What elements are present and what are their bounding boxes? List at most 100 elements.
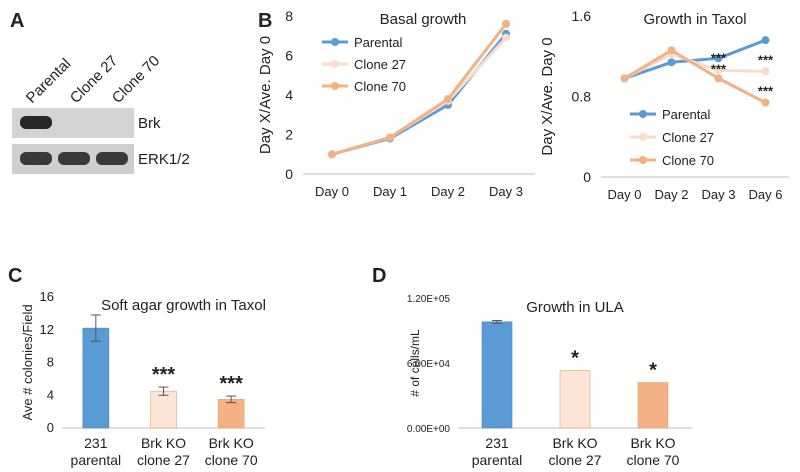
panel-label-a: A — [10, 10, 24, 32]
y-tick-label: 6 — [285, 48, 293, 64]
y-tick-label: 16 — [40, 289, 54, 304]
significance-marker: *** — [219, 373, 243, 395]
x-tick-label: 231 — [485, 435, 509, 451]
data-point — [714, 66, 723, 75]
significance-annotation: *** — [711, 50, 727, 65]
blot-band — [58, 152, 90, 165]
x-tick-label: Day 0 — [315, 184, 349, 199]
y-tick-label: 1.6 — [572, 8, 592, 24]
data-point — [714, 54, 723, 63]
chart-basal-growth: 0 2 4 6 8 Day 0 Day 1 Day 2 Day 3 Basal growth Day… — [257, 8, 535, 199]
series-line — [331, 36, 508, 156]
y-tick-label: 8 — [47, 355, 54, 370]
legend-swatch-marker — [331, 38, 339, 46]
x-tick-label: parental — [472, 452, 523, 468]
legend-swatch-marker — [639, 156, 647, 164]
bar — [217, 399, 245, 429]
legend-entry: Parental — [354, 35, 403, 50]
significance-annotation: *** — [758, 52, 774, 67]
chart-soft-agar-growth: 0 4 8 12 16 Soft agar growth in Taxol Ave # co… — [20, 289, 266, 468]
blot-band — [20, 152, 52, 165]
western-blot: Parental Clone 27 Clone 70 Brk ERK1/2 — [12, 52, 190, 174]
x-tick-label: 231 — [84, 435, 108, 451]
legend-entry: Clone 70 — [354, 79, 406, 94]
x-tick-label: clone 27 — [137, 452, 190, 468]
legend-swatch-marker — [639, 110, 647, 118]
data-point — [761, 98, 770, 107]
chart-title: Growth in ULA — [526, 299, 624, 316]
x-tick-label: Day 3 — [489, 184, 523, 199]
legend-swatch-marker — [331, 60, 339, 68]
chart-title: Growth in Taxol — [643, 11, 746, 28]
y-tick-label: 1.20E+05 — [407, 294, 451, 305]
data-point — [502, 19, 510, 28]
chart-growth-in-ula: 0.00E+00 6.00E+04 1.20E+05 Growth in ULA # o… — [407, 294, 692, 468]
y-axis-label: # of cells/mL — [408, 329, 422, 397]
chart-title: Basal growth — [380, 11, 467, 28]
x-tick-label: Day 2 — [431, 184, 465, 199]
bar — [559, 370, 591, 429]
panel-label-b: B — [258, 10, 272, 32]
y-tick-label: 12 — [40, 322, 54, 337]
bar — [82, 327, 110, 429]
legend-swatch-marker — [331, 82, 339, 90]
y-tick-label: 0.8 — [572, 89, 592, 105]
series-line — [331, 32, 508, 156]
legend-entry: Clone 27 — [354, 57, 406, 72]
chart-growth-in-taxol: 0 0.8 1.6 Day 0 Day 2 Day 3 Day 6 Growth in Tax… — [539, 8, 789, 202]
x-tick-label: Brk KO — [630, 435, 675, 451]
data-point — [620, 74, 629, 83]
data-point — [444, 94, 452, 103]
significance-annotation: *** — [711, 61, 727, 76]
data-point — [667, 58, 676, 67]
x-tick-label: Brk KO — [141, 435, 186, 451]
series-line — [623, 52, 766, 80]
x-tick-label: clone 27 — [549, 452, 602, 468]
data-point — [502, 33, 510, 42]
blot-row-label: ERK1/2 — [138, 151, 190, 168]
y-tick-label: 0 — [285, 166, 293, 182]
y-tick-label: 6.00E+04 — [407, 359, 451, 370]
blot-lane-label: Parental — [23, 55, 75, 107]
x-tick-label: parental — [71, 452, 122, 468]
panel-label-d: D — [372, 265, 386, 287]
legend-entry: Clone 27 — [662, 130, 714, 145]
significance-marker: *** — [152, 364, 176, 386]
legend-entry: Parental — [662, 107, 711, 122]
data-point — [328, 150, 336, 159]
x-tick-label: Day 1 — [373, 184, 407, 199]
significance-annotation: *** — [758, 83, 774, 98]
x-tick-label: Day 0 — [608, 187, 642, 202]
x-tick-label: Day 2 — [655, 187, 689, 202]
blot-band — [96, 152, 128, 165]
x-tick-label: clone 70 — [205, 452, 258, 468]
data-point — [761, 67, 770, 76]
significance-marker: * — [649, 360, 657, 382]
x-tick-label: Brk KO — [209, 435, 254, 451]
legend-swatch-marker — [639, 133, 647, 141]
y-axis-label: Ave # colonies/Field — [20, 304, 35, 420]
legend-entry: Clone 70 — [662, 153, 714, 168]
y-tick-label: 4 — [47, 387, 54, 402]
x-tick-label: Day 6 — [749, 187, 783, 202]
blot-band — [20, 116, 52, 129]
data-point — [386, 133, 394, 142]
significance-marker: * — [571, 348, 579, 370]
chart-title: Soft agar growth in Taxol — [101, 297, 266, 314]
y-tick-label: 0 — [583, 169, 591, 185]
y-tick-label: 0 — [47, 420, 54, 435]
series-line — [624, 38, 767, 80]
y-axis-label: Day X/Ave. Day 0 — [539, 37, 556, 155]
bar — [481, 321, 513, 429]
data-point — [761, 36, 770, 45]
series-line — [623, 48, 767, 104]
data-point — [714, 74, 723, 83]
y-tick-label: 8 — [285, 8, 293, 24]
x-tick-label: Brk KO — [552, 435, 597, 451]
blot-row-label: Brk — [138, 115, 161, 132]
series-line — [331, 22, 508, 156]
panel-label-c: C — [8, 265, 22, 287]
x-tick-label: Day 3 — [702, 187, 736, 202]
x-tick-label: clone 70 — [627, 452, 680, 468]
